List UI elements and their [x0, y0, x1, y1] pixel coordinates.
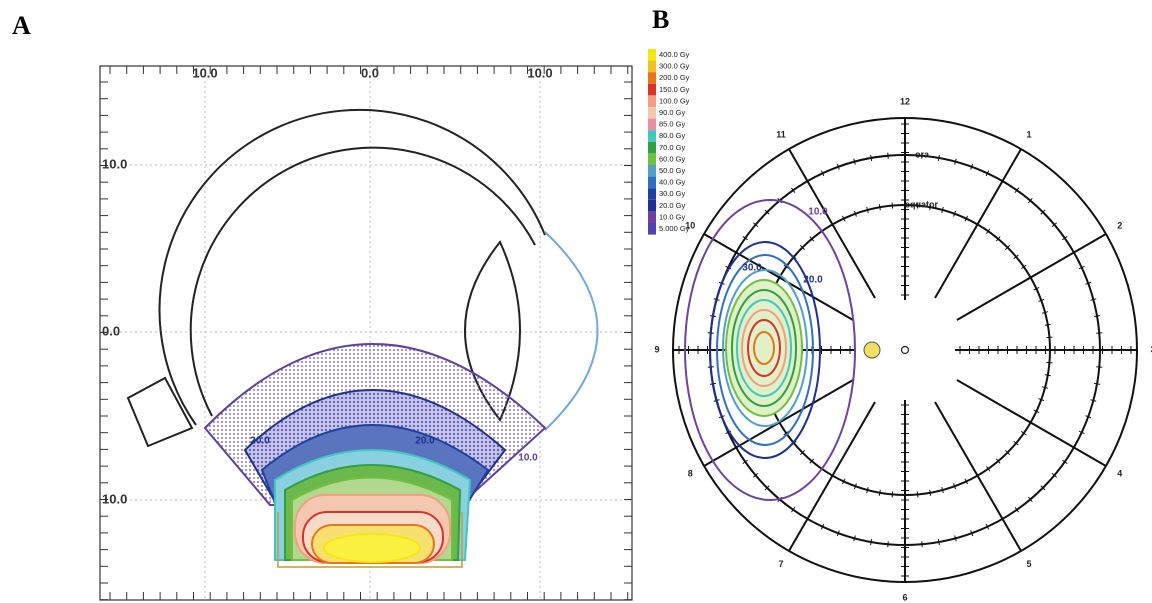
legend-swatch [648, 142, 656, 154]
legend-label: 50.0 Gy [659, 166, 686, 175]
legend-label: 85.0 Gy [659, 120, 686, 129]
panel-label: B [652, 5, 669, 34]
legend-swatch [648, 84, 656, 96]
hour-label: 5 [1026, 559, 1031, 569]
legend-label: 400.0 Gy [659, 50, 690, 59]
legend: 400.0 Gy 300.0 Gy 200.0 Gy 150.0 Gy 100.0 Gy… [648, 49, 690, 235]
hour-label: 8 [688, 468, 693, 478]
tick [930, 490, 931, 496]
hour-label: 1 [1026, 130, 1031, 140]
tick [922, 541, 923, 547]
tick [1094, 316, 1100, 317]
legend-swatch [648, 153, 656, 165]
tick [938, 539, 939, 545]
tick [892, 203, 893, 209]
legend-swatch [648, 177, 656, 189]
panel-label: A [12, 11, 31, 40]
legend-label: 10.0 Gy [659, 212, 686, 221]
legend-swatch [648, 211, 656, 223]
tick [879, 490, 880, 496]
legend-swatch [648, 119, 656, 131]
legend-label: 60.0 Gy [659, 154, 686, 163]
dose-contours [205, 344, 545, 567]
legend-label: 150.0 Gy [659, 85, 690, 94]
legend-swatch [648, 61, 656, 73]
contour-label: 10.0 [808, 207, 828, 218]
legend-swatch [648, 188, 656, 200]
contour-label: 20.0 [250, 436, 270, 447]
contour-label: 30.0 [742, 263, 762, 274]
legend-label: 40.0 Gy [659, 178, 686, 187]
legend-label: 70.0 Gy [659, 143, 686, 152]
legend-swatch [648, 223, 656, 235]
tick [1046, 337, 1052, 338]
tick [938, 155, 939, 161]
tick [917, 491, 918, 497]
tick [1094, 383, 1100, 384]
tick-label: 10.0 [102, 156, 127, 171]
tick [888, 153, 889, 159]
hour-label: 6 [902, 592, 907, 602]
hour-label: 7 [778, 559, 783, 569]
tick [879, 204, 880, 210]
legend-label: 80.0 Gy [659, 131, 686, 140]
legend-swatch [648, 165, 656, 177]
tick [871, 539, 872, 545]
legend-swatch [648, 49, 656, 61]
hour-label: 12 [900, 96, 910, 106]
legend-label: 100.0 Gy [659, 96, 690, 105]
ring-label: ora [915, 149, 930, 159]
contour-label: 20.0 [415, 436, 435, 447]
tick-label: 10.0 [527, 65, 552, 80]
tick [1046, 362, 1052, 363]
tick-label: 0.0 [102, 323, 120, 338]
legend-label: 200.0 Gy [659, 73, 690, 82]
contour-label: 10.0 [518, 453, 538, 464]
figure: A 20.0 20.0 10.0 10.0 0.0 10.0 10.0 0.0 … [0, 0, 1152, 603]
hour-label: 9 [654, 344, 659, 354]
legend-label: 20.0 Gy [659, 201, 686, 210]
tick [1045, 324, 1051, 325]
hour-label: 11 [776, 130, 786, 140]
legend-swatch [648, 72, 656, 84]
legend-swatch [648, 130, 656, 142]
legend-swatch [648, 107, 656, 119]
tick-label: 10.0 [102, 491, 127, 506]
ring-label: equator [905, 199, 939, 209]
tick [892, 491, 893, 497]
tick-label: 0.0 [361, 65, 379, 80]
contour-label: 20.0 [803, 275, 823, 286]
legend-label: 30.0 Gy [659, 189, 686, 198]
tick [871, 155, 872, 161]
hour-label: 4 [1117, 468, 1122, 478]
legend-swatch [648, 95, 656, 107]
tick-label: 10.0 [192, 65, 217, 80]
tick [1096, 333, 1102, 334]
tick [888, 541, 889, 547]
legend-swatch [648, 200, 656, 212]
hour-label: 10 [685, 220, 695, 230]
tick [1096, 367, 1102, 368]
legend-label: 300.0 Gy [659, 62, 690, 71]
tick [1045, 375, 1051, 376]
hour-label: 2 [1117, 220, 1122, 230]
legend-label: 90.0 Gy [659, 108, 686, 117]
